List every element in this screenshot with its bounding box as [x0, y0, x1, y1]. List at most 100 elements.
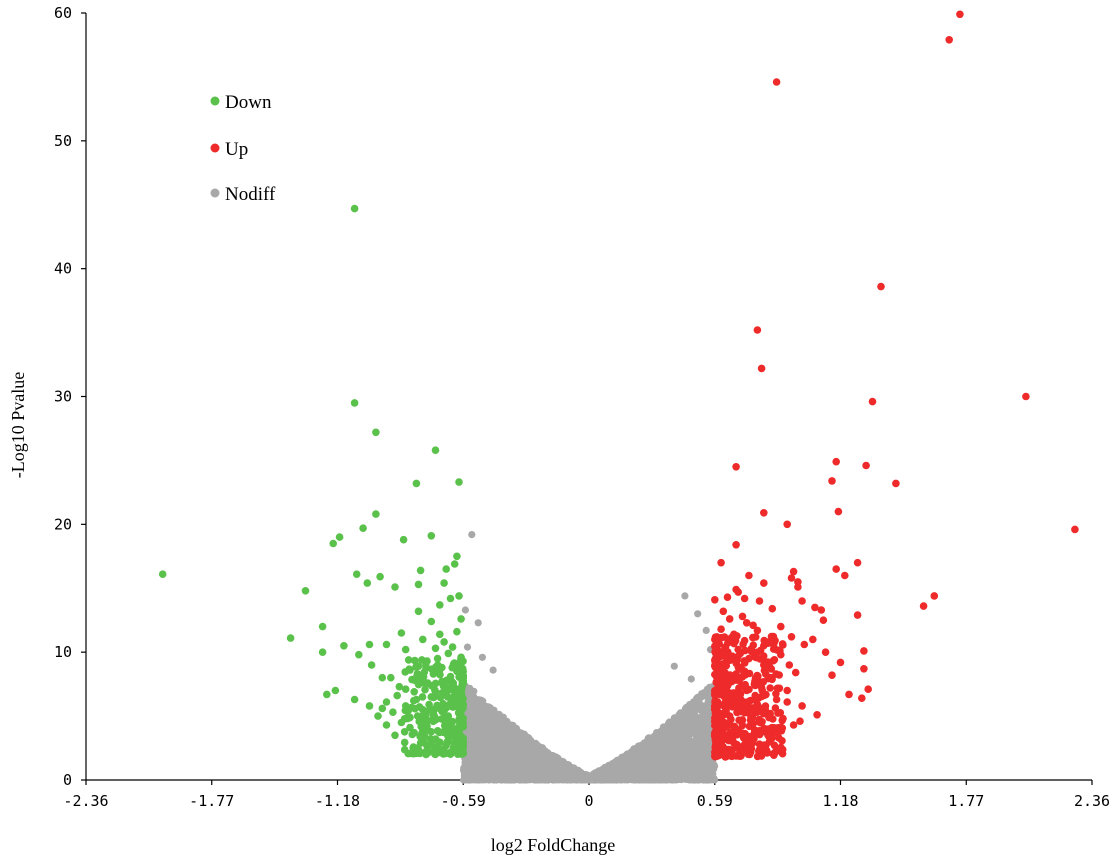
point-nodiff: [666, 732, 674, 740]
point-down: [458, 701, 467, 710]
point-down: [350, 399, 359, 407]
point-down: [429, 709, 438, 718]
point-nodiff: [519, 775, 527, 783]
point-nodiff: [460, 772, 469, 781]
point-nodiff: [600, 775, 609, 784]
point-nodiff: [463, 643, 472, 651]
point-nodiff: [501, 773, 509, 782]
point-down: [421, 685, 429, 694]
point-up: [773, 684, 782, 693]
point-nodiff: [639, 741, 647, 749]
point-nodiff: [659, 763, 667, 771]
point-nodiff: [687, 675, 695, 683]
point-down: [374, 712, 382, 720]
point-down: [401, 685, 410, 693]
point-down: [453, 627, 461, 636]
point-nodiff: [676, 759, 684, 767]
point-nodiff: [613, 766, 622, 775]
point-nodiff: [694, 769, 702, 777]
point-nodiff: [593, 775, 602, 784]
point-down: [419, 635, 427, 644]
point-down: [423, 657, 431, 665]
point-nodiff: [645, 765, 653, 774]
point-nodiff: [697, 741, 705, 750]
point-nodiff: [499, 753, 507, 761]
point-down: [352, 570, 361, 578]
point-nodiff: [663, 749, 672, 757]
point-down: [415, 717, 424, 726]
point-nodiff: [687, 775, 695, 783]
point-up: [778, 745, 787, 754]
point-down: [400, 728, 409, 736]
point-down: [340, 642, 348, 650]
point-nodiff: [613, 772, 621, 780]
series-down: [158, 204, 468, 759]
point-down: [406, 666, 414, 674]
point-nodiff: [468, 740, 476, 748]
point-down: [431, 735, 440, 743]
point-nodiff: [670, 726, 678, 735]
point-down: [419, 705, 427, 714]
point-down: [441, 749, 450, 758]
point-nodiff: [684, 739, 692, 748]
point-nodiff: [556, 775, 564, 783]
point-nodiff: [530, 749, 538, 757]
point-down: [421, 732, 429, 741]
point-nodiff: [494, 748, 502, 757]
point-nodiff: [482, 725, 490, 733]
point-down: [406, 713, 414, 722]
point-up: [756, 718, 765, 727]
point-nodiff: [527, 775, 535, 784]
point-up: [765, 737, 774, 746]
point-down: [350, 695, 359, 704]
point-up: [769, 750, 777, 758]
point-down: [376, 572, 384, 581]
point-nodiff: [557, 764, 565, 772]
point-nodiff: [506, 747, 514, 755]
point-nodiff: [466, 776, 474, 784]
point-nodiff: [505, 721, 513, 729]
point-nodiff: [485, 732, 493, 740]
point-nodiff: [489, 666, 497, 674]
point-down: [442, 565, 451, 573]
point-down: [431, 679, 440, 688]
point-down: [431, 716, 440, 724]
point-down: [450, 739, 459, 747]
point-nodiff: [524, 741, 532, 749]
point-down: [410, 688, 419, 696]
point-down: [436, 704, 444, 713]
point-down: [382, 721, 391, 729]
point-up: [745, 750, 754, 759]
point-down: [158, 570, 167, 578]
point-nodiff: [630, 776, 638, 784]
point-down: [446, 672, 455, 681]
point-nodiff: [488, 748, 496, 757]
point-nodiff: [667, 759, 675, 767]
point-nodiff: [703, 743, 711, 751]
point-nodiff: [692, 705, 701, 713]
point-down: [440, 638, 448, 646]
point-down: [404, 749, 413, 758]
point-nodiff: [515, 751, 523, 759]
point-down: [442, 717, 451, 725]
point-down: [436, 745, 444, 754]
point-up: [711, 635, 720, 644]
point-down: [401, 702, 410, 710]
point-nodiff: [491, 760, 499, 769]
point-down: [411, 656, 419, 665]
point-nodiff: [535, 744, 543, 752]
point-down: [455, 728, 463, 737]
point-down: [412, 479, 421, 488]
point-up: [774, 709, 782, 717]
point-nodiff: [478, 761, 486, 770]
point-nodiff: [469, 706, 477, 714]
point-nodiff: [464, 756, 472, 764]
point-down: [423, 722, 431, 731]
point-down: [382, 698, 391, 706]
point-down: [400, 738, 409, 747]
point-down: [431, 687, 440, 695]
point-down: [440, 579, 448, 587]
point-nodiff: [654, 775, 662, 784]
point-down: [447, 749, 455, 758]
